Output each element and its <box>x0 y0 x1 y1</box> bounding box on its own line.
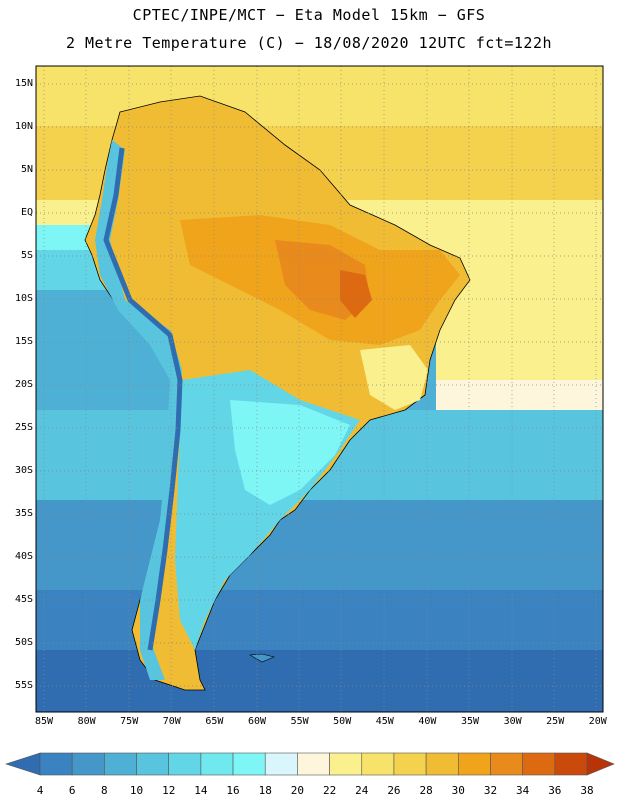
south-band-2 <box>36 590 603 650</box>
falkland-islands <box>249 653 275 663</box>
lon-label: 45W <box>375 716 394 727</box>
colorbar-box <box>554 752 588 776</box>
lat-label: 10S <box>14 293 33 304</box>
lat-label: 15S <box>14 336 33 347</box>
lon-label: 85W <box>34 716 54 727</box>
lon-label: 20W <box>588 716 607 727</box>
lat-label: 5N <box>20 164 33 175</box>
colorbar-label: 14 <box>194 784 208 797</box>
colorbar-box <box>490 752 523 776</box>
colorbar-arrow-left <box>5 752 41 776</box>
lat-label: 40S <box>14 551 33 562</box>
colorbar-label: 12 <box>162 784 176 797</box>
south-band-1 <box>36 500 603 590</box>
lon-label: 30W <box>503 716 522 727</box>
lat-label: 50S <box>14 637 33 648</box>
title-line-2: 2 Metre Temperature (C) − 18/08/2020 12U… <box>65 34 553 52</box>
colorbar-label: 34 <box>516 784 530 797</box>
colorbar-label: 30 <box>451 784 465 797</box>
south-band-3 <box>36 650 603 712</box>
colorbar-label: 10 <box>129 784 144 797</box>
colorbar-label: 22 <box>322 784 337 797</box>
colorbar-label: 18 <box>258 784 272 797</box>
pampas <box>230 400 350 505</box>
lon-label: 70W <box>162 716 181 727</box>
lon-label: 60W <box>247 716 267 727</box>
colorbar-label: 38 <box>580 784 594 797</box>
lat-label: EQ <box>20 207 33 218</box>
lat-label: 5S <box>20 250 33 261</box>
colorbar-label: 20 <box>290 784 305 797</box>
colorbar-box <box>71 752 105 776</box>
colorbar-label: 36 <box>548 784 562 797</box>
colorbar-label: 26 <box>387 784 401 797</box>
lat-label: 55S <box>14 680 33 691</box>
lat-label: 35S <box>14 508 33 519</box>
colorbar-label: 28 <box>419 784 433 797</box>
lon-label: 80W <box>77 716 96 727</box>
colorbar-box <box>361 752 395 776</box>
lat-label: 20S <box>14 379 33 390</box>
colorbar-box <box>264 752 298 776</box>
colorbar-box <box>104 752 137 776</box>
colorbar-label: 4 <box>36 784 44 797</box>
colorbar-label: 16 <box>226 784 240 797</box>
colorbar-box <box>393 752 427 776</box>
lon-label: 25W <box>546 716 565 727</box>
colorbar-label: 6 <box>68 784 76 797</box>
colorbar-box <box>136 752 170 776</box>
colorbar-box <box>457 752 491 776</box>
colorbar-box <box>425 752 459 776</box>
colorbar-label: 24 <box>355 784 369 797</box>
brazil-highlands <box>360 345 428 410</box>
map-frame <box>35 65 604 713</box>
andes-cool <box>95 140 182 680</box>
colorbar-box <box>522 752 556 776</box>
colorbar-label: 32 <box>483 784 498 797</box>
colorbar-box <box>329 752 363 776</box>
colorbar <box>5 752 615 776</box>
lon-label: 50W <box>333 716 352 727</box>
title-line-1: CPTEC/INPE/MCT − Eta Model 15km − GFS <box>132 6 486 24</box>
colorbar-box <box>168 752 202 776</box>
lat-label: 30S <box>14 465 33 476</box>
lon-label: 40W <box>418 716 437 727</box>
colorbar-box <box>297 752 330 776</box>
lat-label: 45S <box>14 594 33 605</box>
colorbar-label: 8 <box>101 784 108 797</box>
lon-label: 35W <box>460 716 480 727</box>
andes-ridge <box>103 147 183 651</box>
grid <box>36 66 603 712</box>
lon-label: 75W <box>120 716 139 727</box>
colorbar-box <box>200 752 234 776</box>
colorbar-box <box>39 752 73 776</box>
lat-label: 10N <box>14 121 33 132</box>
lat-label: 15N <box>14 78 33 89</box>
lat-label: 25S <box>14 422 33 433</box>
colorbar-arrow-right <box>586 752 615 776</box>
lon-label: 65W <box>205 716 224 727</box>
colorbar-box <box>232 752 266 776</box>
central-hottest <box>340 270 372 318</box>
lon-label: 55W <box>290 716 309 727</box>
